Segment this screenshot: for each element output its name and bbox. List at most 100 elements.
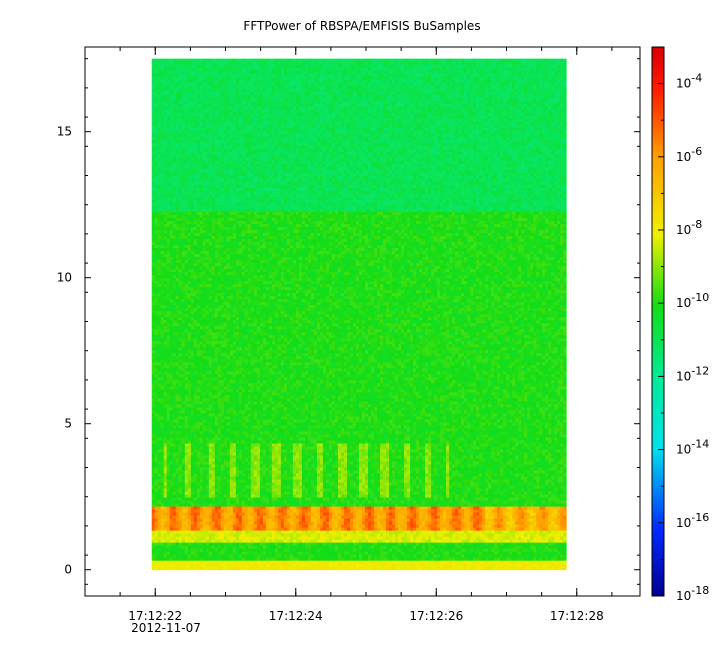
spectrogram-cell <box>172 100 177 105</box>
spectrogram-cell <box>157 127 162 132</box>
spectrogram-cell <box>190 133 195 138</box>
spectrogram-cell <box>491 97 495 102</box>
spectrogram-cell <box>283 133 288 138</box>
spectrogram-cell <box>313 121 318 126</box>
spectrogram-cell <box>449 100 453 105</box>
spectrogram-cell <box>151 163 156 168</box>
spectrogram-cell <box>398 163 402 168</box>
spectrogram-cell <box>455 103 459 108</box>
spectrogram-cell <box>211 106 216 111</box>
spectrogram-cell <box>563 109 567 114</box>
spectrogram-cell <box>530 85 534 90</box>
spectrogram-cell <box>349 88 354 93</box>
spectrogram-cell <box>325 58 330 63</box>
spectrogram-cell <box>247 97 252 102</box>
spectrogram-cell <box>446 115 450 120</box>
spectrogram-cell <box>244 118 249 123</box>
spectrogram-cell <box>313 58 318 63</box>
spectrogram-cell <box>380 127 384 132</box>
spectrogram-cell <box>325 97 330 102</box>
spectrogram-cell <box>518 76 522 81</box>
spectrogram-cell <box>187 157 192 162</box>
spectrogram-cell <box>512 136 516 141</box>
spectrogram-cell <box>271 154 276 159</box>
spectrogram-cell <box>229 154 234 159</box>
spectrogram-cell <box>238 64 243 69</box>
spectrogram-cell <box>280 124 285 129</box>
spectrogram-cell <box>313 73 318 78</box>
spectrogram-cell <box>259 139 264 144</box>
spectrogram-cell <box>434 148 438 153</box>
spectrogram-cell <box>368 61 372 66</box>
spectrogram-cell <box>364 124 369 129</box>
spectrogram-cell <box>241 163 246 168</box>
spectrogram-cell <box>316 91 321 96</box>
spectrogram-cell <box>407 103 411 108</box>
spectrogram-cell <box>232 109 237 114</box>
spectrogram-cell <box>446 58 450 63</box>
spectrogram-cell <box>238 88 243 93</box>
spectrogram-cell <box>467 160 471 165</box>
spectrogram-cell <box>425 73 429 78</box>
spectrogram-cell <box>539 58 543 63</box>
spectrogram-cell <box>518 91 522 96</box>
spectrogram-cell <box>178 160 183 165</box>
spectrogram-cell <box>262 64 267 69</box>
spectrogram-cell <box>524 64 528 69</box>
spectrogram-cell <box>374 154 378 159</box>
spectrogram-cell <box>524 133 528 138</box>
spectrogram-cell <box>404 130 408 135</box>
spectrogram-cell <box>398 118 402 123</box>
spectrogram-cell <box>202 163 207 168</box>
spectrogram-cell <box>374 139 378 144</box>
spectrogram-cell <box>283 148 288 153</box>
spectrogram-cell <box>521 142 525 147</box>
spectrogram-cell <box>479 154 483 159</box>
spectrogram-cell <box>259 148 264 153</box>
spectrogram-cell <box>446 64 450 69</box>
spectrogram-cell <box>268 79 273 84</box>
spectrogram-cell <box>392 88 396 93</box>
spectrogram-cell <box>229 70 234 75</box>
spectrogram-cell <box>289 91 294 96</box>
spectrogram-cell <box>407 124 411 129</box>
spectrogram-cell <box>428 73 432 78</box>
spectrogram-cell <box>241 148 246 153</box>
spectrogram-cell <box>389 70 393 75</box>
spectrogram-cell <box>482 160 486 165</box>
spectrogram-cell <box>259 67 264 72</box>
spectrogram-cell <box>413 118 417 123</box>
spectrogram-cell <box>521 100 525 105</box>
spectrogram-cell <box>253 133 258 138</box>
spectrogram-cell <box>208 94 213 99</box>
spectrogram-cell <box>443 115 447 120</box>
spectrogram-cell <box>253 130 258 135</box>
spectrogram-cell <box>190 163 195 168</box>
spectrogram-cell <box>157 121 162 126</box>
spectrogram-cell <box>410 121 414 126</box>
spectrogram-cell <box>416 130 420 135</box>
spectrogram-cell <box>259 103 264 108</box>
spectrogram-cell <box>163 64 168 69</box>
spectrogram-cell <box>446 103 450 108</box>
spectrogram-cell <box>437 154 441 159</box>
spectrogram-cell <box>214 139 219 144</box>
spectrogram-cell <box>467 148 471 153</box>
spectrogram-cell <box>298 145 303 150</box>
spectrogram-cell <box>527 163 531 168</box>
spectrogram-cell <box>488 151 492 156</box>
spectrogram-cell <box>217 100 222 105</box>
spectrogram-cell <box>154 64 159 69</box>
spectrogram-cell <box>518 61 522 66</box>
spectrogram-cell <box>464 97 468 102</box>
spectrogram-cell <box>265 136 270 141</box>
spectrogram-cell <box>286 82 291 87</box>
spectrogram-cell <box>253 70 258 75</box>
spectrogram-cell <box>283 145 288 150</box>
spectrogram-cell <box>461 160 465 165</box>
spectrogram-cell <box>199 70 204 75</box>
spectrogram-cell <box>199 100 204 105</box>
spectrogram-cell <box>337 106 342 111</box>
spectrogram-cell <box>494 133 498 138</box>
